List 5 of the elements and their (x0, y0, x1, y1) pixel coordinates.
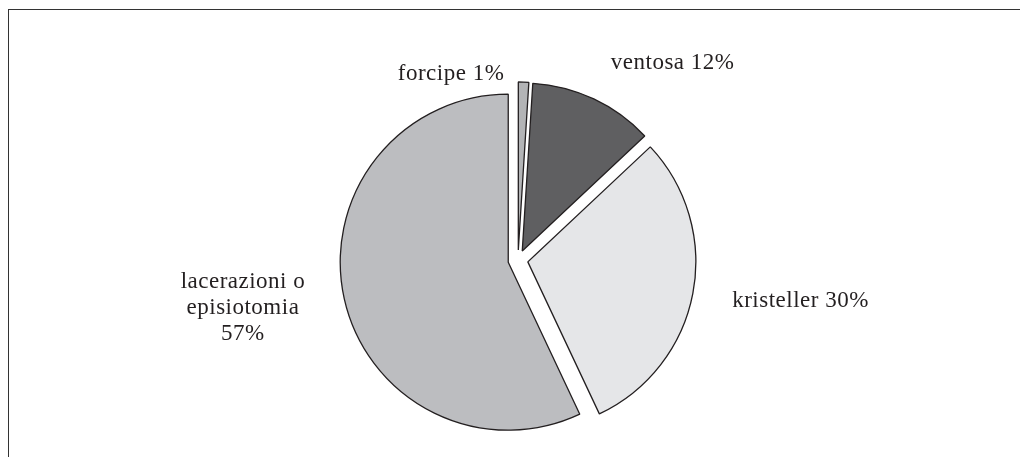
data-label: 57% (221, 319, 265, 345)
slice-label: lacerazioni o episiotomia (180, 267, 306, 319)
slice-label: forcipe 1% (397, 60, 505, 86)
slice-label: ventosa 12% (610, 48, 735, 74)
slice-label: kristeller 30% (732, 286, 869, 312)
